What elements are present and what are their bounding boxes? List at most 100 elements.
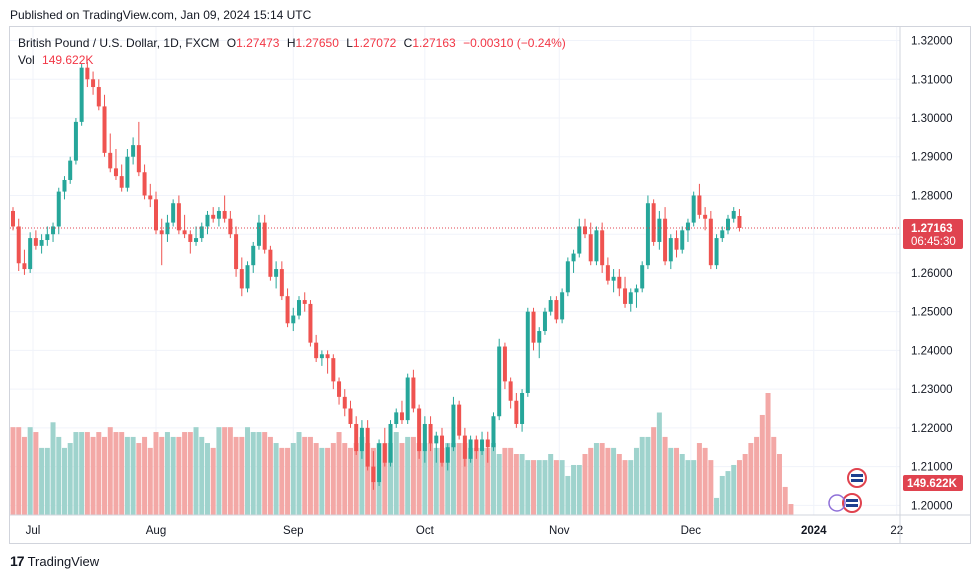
volume-bar [67,443,73,515]
candle-body [342,396,347,409]
candle-body [388,423,393,463]
candle-body [588,234,593,262]
volume-bar [479,447,485,515]
candle-body [680,230,685,250]
candle-body [502,346,507,382]
volume-bar [204,443,210,515]
candle-body [737,216,742,229]
volume-bar [216,427,222,515]
candle-body [125,156,130,188]
volume-bar [359,436,365,515]
candle-body [245,265,250,289]
candle-body [211,214,216,219]
volume-bar [605,447,611,515]
volume-bar [616,454,622,515]
candle-body [359,427,364,452]
candle-body [697,195,702,215]
candle-body [634,288,639,293]
candle-body [16,226,21,264]
candle-body [445,447,450,463]
candle-body [291,315,296,324]
volume-bar [199,436,205,515]
volume-bar [719,475,725,515]
candle-body [497,346,502,417]
tradingview-logo[interactable]: 17 TradingView [10,553,99,569]
candle-body [171,203,176,223]
volume-bar [668,447,674,515]
volume-bar [771,436,777,515]
candle-body [514,400,519,424]
candle-body [565,261,570,293]
volume-bar [256,432,262,515]
candle-body [365,427,370,467]
volume-bar [588,447,594,515]
candle-body [657,218,662,242]
volume-bar [628,460,634,515]
candle-body [154,199,158,231]
volume-bar [531,460,537,515]
candle-body [405,377,410,421]
volume-bar [296,432,302,515]
volume-bar [267,436,273,515]
volume-bar [445,443,451,515]
volume-tag-text: 149.622K [907,478,958,490]
candle-body [422,423,427,452]
volume-bar [553,460,559,515]
volume-bar [285,447,291,515]
legend-open-label: O [226,36,237,50]
candle-body [485,439,490,448]
candle-body [594,230,599,262]
candle-body [674,238,679,250]
candle-body [617,276,622,289]
last-price-text: 1.27163 [911,223,953,235]
volume-bar [599,443,605,515]
candle-body [279,269,284,297]
candle-layer [11,61,742,490]
legend-vol-value: 149.622K [42,53,94,67]
volume-bar [21,436,27,515]
candle-body [714,238,719,266]
tradingview-logo-icon: 17 [10,553,25,569]
candle-body [85,67,90,80]
candle-body [159,230,164,235]
volume-bar [50,422,56,515]
volume-bar [393,432,399,515]
volume-bar [222,427,228,515]
candle-body [142,172,147,196]
candle-body [45,234,50,241]
candle-body [297,300,301,316]
volume-bar [79,432,85,515]
candle-body [537,331,542,343]
candle-body [268,249,273,277]
tradingview-logo-text: TradingView [27,553,100,569]
candle-body [440,435,444,463]
volume-bar [651,427,657,515]
volume-bar [56,436,62,515]
candle-body [274,269,279,277]
x-tick-label: Aug [146,525,166,537]
y-tick-label: 1.26000 [911,268,953,280]
candle-body [182,230,187,235]
candle-body [136,145,141,173]
candle-body [428,423,433,444]
candle-body [457,404,462,436]
candle-body [51,226,56,235]
candle-body [577,226,582,254]
legend-symbol[interactable]: British Pound / U.S. Dollar, 1D, FXCM [18,36,220,50]
candle-body [11,210,15,227]
volume-bar [542,460,548,515]
volume-bar [674,447,680,515]
legend-vol-label[interactable]: Vol [18,53,35,67]
volume-bar [662,436,668,515]
volume-bar [748,443,754,515]
volume-bar [147,447,153,515]
candle-body [62,179,67,192]
volume-bar [565,475,571,515]
volume-bar [742,454,748,515]
candle-body [148,195,153,200]
x-tick-label: Jul [26,525,41,537]
candle-body [628,292,633,304]
legend-high-label: H [286,36,296,50]
candle-body [411,377,416,409]
